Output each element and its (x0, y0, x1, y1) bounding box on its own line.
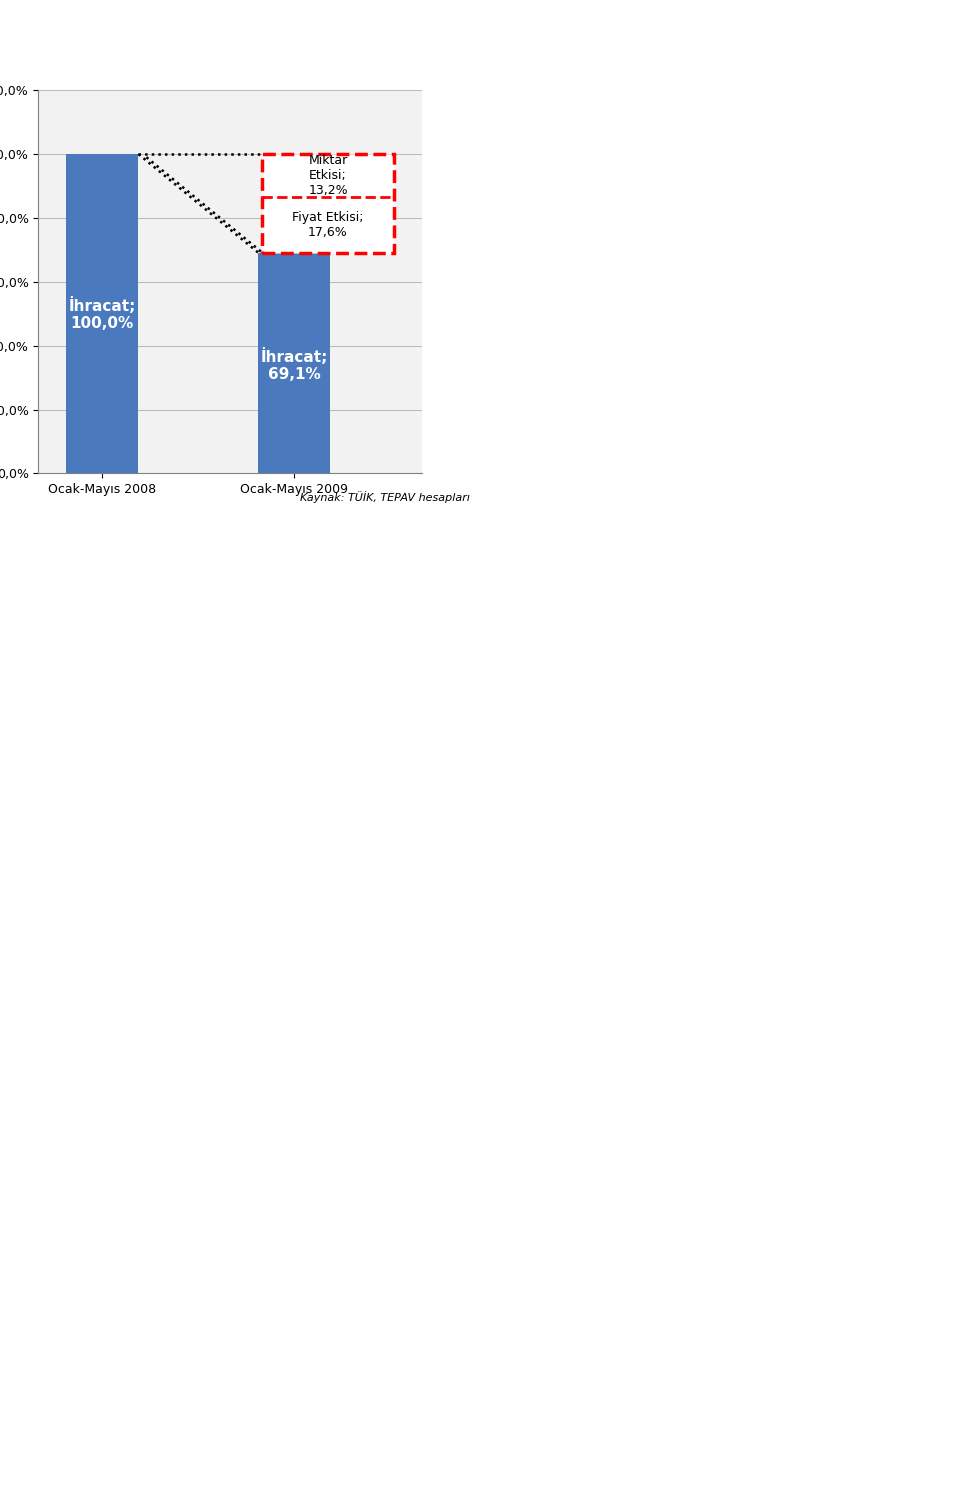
Bar (66, 153, 138, 473)
Text: İhracat;
69,1%: İhracat; 69,1% (261, 347, 328, 382)
Text: İhracat;
100,0%: İhracat; 100,0% (69, 296, 136, 331)
Text: Fiyat Etkisi;
17,6%: Fiyat Etkisi; 17,6% (292, 210, 364, 239)
Bar (258, 253, 330, 473)
FancyBboxPatch shape (262, 153, 394, 253)
Text: Miktar
Etkisi;
13,2%: Miktar Etkisi; 13,2% (308, 153, 348, 197)
Text: Kaynak: TÜİK, TEPAV hesapları: Kaynak: TÜİK, TEPAV hesapları (300, 491, 470, 504)
